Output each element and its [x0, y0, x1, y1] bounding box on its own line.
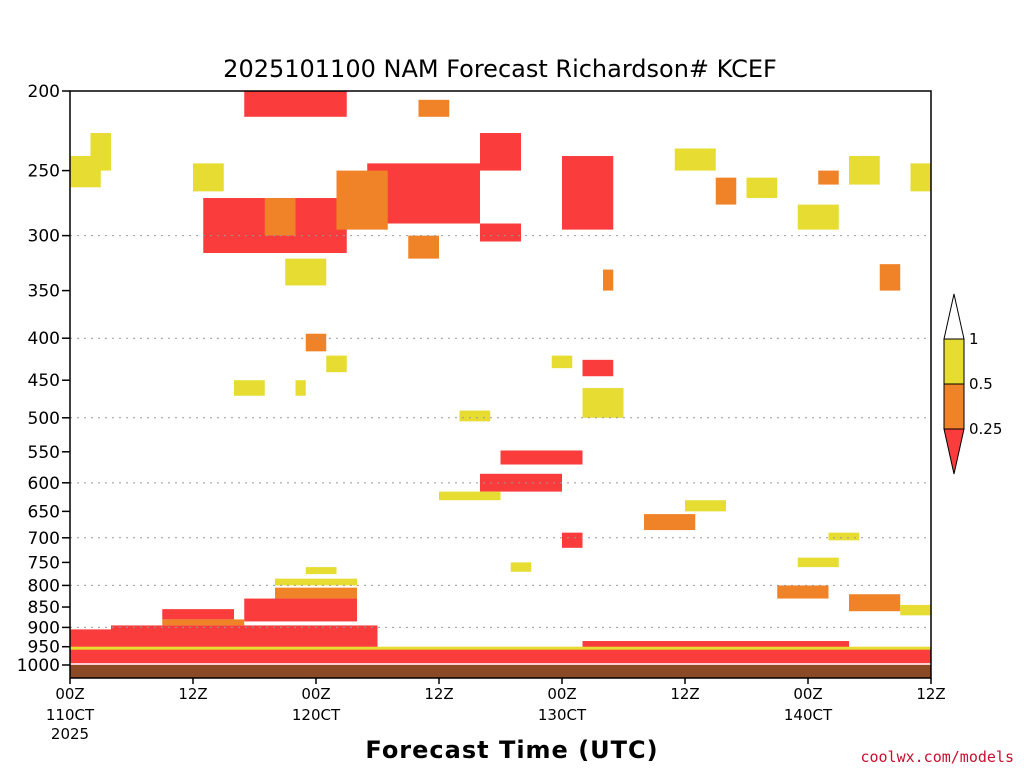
- ri-region-cell-40: [305, 567, 337, 575]
- ground-band: [70, 665, 931, 678]
- ri-region-cell-6: [582, 359, 614, 377]
- x-tick-label: 00Z: [793, 685, 822, 703]
- ri-region-cell-34: [674, 148, 716, 171]
- boundary-layer-cell-7: [162, 619, 245, 626]
- plot-area: [69, 90, 932, 679]
- colorbar-level-label: 0.5: [969, 375, 993, 393]
- ri-region-cell-15: [603, 269, 614, 291]
- credit-link[interactable]: coolwx.com/models: [860, 748, 1014, 766]
- x-tick-label: 00Z: [547, 685, 576, 703]
- ri-region-cell-25: [285, 258, 327, 286]
- colorbar-bin-0.5-1: [943, 338, 965, 385]
- ri-region-cell-37: [910, 163, 931, 192]
- y-tick-label: 850: [28, 598, 60, 618]
- colorbar-level-label: 0.25: [969, 420, 1002, 438]
- ri-region-cell-10: [264, 198, 296, 236]
- ri-region-cell-33: [685, 500, 726, 512]
- y-tick-label: 350: [28, 282, 60, 302]
- ri-region-cell-19: [849, 594, 901, 612]
- ri-region-cell-24: [90, 133, 111, 171]
- y-tick-label: 200: [28, 82, 60, 102]
- y-tick-label: 950: [28, 638, 60, 658]
- ri-region-cell-11: [336, 170, 388, 230]
- y-tick-label: 750: [28, 553, 60, 573]
- ri-region-cell-26: [326, 355, 347, 373]
- ri-region-cell-12: [408, 235, 439, 259]
- ri-region-cell-5: [562, 156, 614, 230]
- x-tick-label: 12Z: [670, 685, 699, 703]
- ri-region-cell-42: [275, 578, 357, 586]
- ri-region-cell-21: [644, 514, 696, 531]
- boundary-layer-cell-2: [111, 625, 378, 649]
- ri-region-cell-27: [234, 380, 265, 396]
- ri-region-cell-8: [480, 473, 562, 492]
- ri-region-cell-29: [459, 410, 491, 422]
- y-tick-label: 1000: [17, 656, 60, 676]
- x-tick-year: 2025: [51, 725, 89, 743]
- boundary-layer-cell-1: [70, 629, 111, 649]
- x-axis-label: Forecast Time (UTC): [365, 736, 658, 764]
- ri-region-cell-17: [818, 170, 839, 185]
- ri-region-cell-3: [480, 223, 521, 242]
- ri-region-cell-9: [562, 532, 583, 548]
- x-tick-date: 140CT: [784, 706, 833, 724]
- chart-title: 2025101100 NAM Forecast Richardson# KCEF: [223, 55, 777, 83]
- x-tick-label: 12Z: [424, 685, 453, 703]
- y-tick-label: 600: [28, 474, 60, 494]
- ri-region-cell-41: [900, 604, 931, 616]
- ri-region-cell-28: [295, 380, 306, 396]
- colorbar-legend: 1 0.5 0.25: [943, 293, 1002, 475]
- ri-region-cell-13: [418, 99, 450, 117]
- boundary-layer-cell-6: [275, 587, 357, 599]
- boundary-layer-cell-0: [70, 648, 931, 665]
- ri-region-cell-44: [746, 177, 778, 199]
- x-tick-date: 110CT: [46, 706, 95, 724]
- colorbar-bin-above-1: [943, 293, 965, 340]
- y-tick-label: 300: [28, 227, 60, 247]
- ri-region-cell-36: [849, 156, 880, 185]
- ri-region-cell-4: [480, 133, 521, 171]
- ri-region-cell-22: [193, 163, 224, 192]
- colorbar-level-label: 1: [969, 330, 979, 348]
- x-tick-date: 120CT: [292, 706, 341, 724]
- ri-region-cell-39: [797, 557, 839, 568]
- y-tick-label: 700: [28, 529, 60, 549]
- ri-region-cell-14: [305, 333, 327, 352]
- y-tick-label: 500: [28, 409, 60, 429]
- x-tick-label: 00Z: [301, 685, 330, 703]
- x-tick-date: 130CT: [538, 706, 587, 724]
- x-tick-label: 00Z: [55, 685, 84, 703]
- x-tick-label: 12Z: [178, 685, 207, 703]
- y-tick-label: 550: [28, 443, 60, 463]
- boundary-layer-cell-5: [582, 641, 849, 649]
- colorbar-bin-0.25-0.5: [943, 383, 965, 430]
- ri-region-cell-38: [828, 532, 860, 541]
- boundary-layer-cell-8: [70, 646, 931, 650]
- y-tick-label: 450: [28, 371, 60, 391]
- y-tick-label: 900: [28, 618, 60, 638]
- y-tick-label: 400: [28, 329, 60, 349]
- y-axis: 200 250 300 350 400 450 500 550 600 650 700 750 8008…: [17, 82, 70, 676]
- ri-region-cell-32: [439, 491, 501, 501]
- ri-region-cell-43: [510, 562, 532, 572]
- boundary-layer-cell-3: [244, 598, 357, 622]
- y-tick-label: 800: [28, 576, 60, 596]
- ri-region-cell-31: [582, 388, 624, 418]
- ri-region-cell-20: [777, 585, 829, 599]
- ri-region-cell-18: [879, 264, 901, 291]
- ri-region-cell-30: [551, 355, 573, 369]
- ri-region-cell-35: [797, 204, 839, 230]
- plot-frame: [69, 90, 932, 679]
- y-tick-label: 250: [28, 162, 60, 182]
- colorbar-bin-below-0.25: [943, 428, 965, 475]
- y-tick-label: 650: [28, 502, 60, 522]
- x-tick-label: 12Z: [916, 685, 945, 703]
- boundary-layer-cell-4: [162, 609, 234, 620]
- ri-region-cell-7: [500, 450, 583, 465]
- ri-region-cell-16: [715, 177, 737, 205]
- ri-region-cell-0: [244, 91, 347, 117]
